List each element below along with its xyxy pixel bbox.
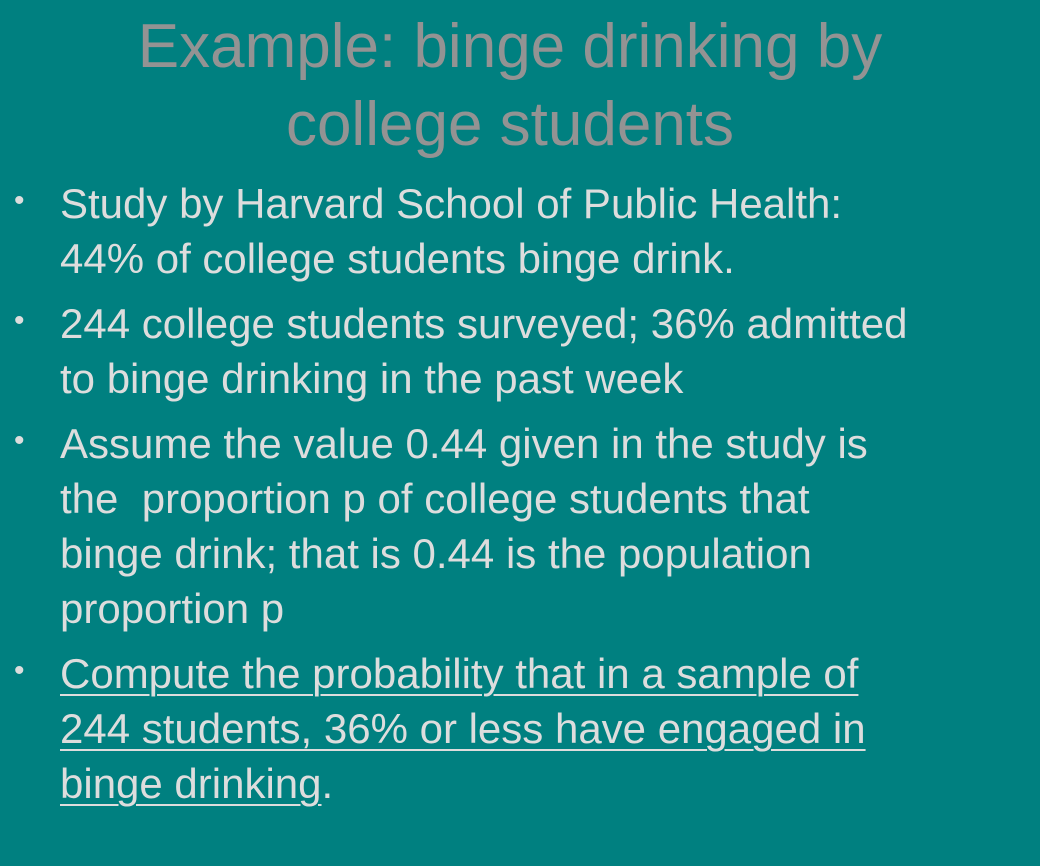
- bullet-line: binge drink; that is 0.44 is the populat…: [60, 530, 812, 577]
- bullet-icon: •: [14, 184, 25, 217]
- bullet-line: Assume the value 0.44 given in the study…: [60, 420, 868, 467]
- bullet-line: 244 students, 36% or less have engaged i…: [60, 701, 1020, 756]
- slide-title: Example: binge drinking by college stude…: [0, 8, 1020, 164]
- hyperlink-text[interactable]: binge drinking: [60, 760, 322, 807]
- bullet-line: proportion p: [60, 585, 285, 632]
- bullet-line: binge drinking.: [60, 756, 1020, 811]
- bullet-line: the proportion p of college students tha…: [60, 475, 810, 522]
- bullet-icon: •: [14, 654, 25, 687]
- bullet-line: Compute the probability that in a sample…: [60, 646, 1020, 701]
- bullet-list: • Study by Harvard School of Public Heal…: [0, 176, 1040, 821]
- hyperlink-text[interactable]: Compute the probability that in a sample…: [60, 650, 859, 697]
- bullet-line: 44% of college students binge drink.: [60, 235, 735, 282]
- title-line-1: Example: binge drinking by: [137, 12, 883, 81]
- bullet-icon: •: [14, 304, 25, 337]
- bullet-item-survey: • 244 college students surveyed; 36% adm…: [0, 296, 1040, 406]
- hyperlink-text[interactable]: 244 students, 36% or less have engaged i…: [60, 705, 866, 752]
- bullet-line: to binge drinking in the past week: [60, 355, 684, 402]
- bullet-item-task: • Compute the probability that in a samp…: [0, 646, 1040, 811]
- bullet-line: 244 college students surveyed; 36% admit…: [60, 300, 908, 347]
- bullet-icon: •: [14, 424, 25, 457]
- bullet-item-study: • Study by Harvard School of Public Heal…: [0, 176, 1040, 286]
- bullet-item-assumption: • Assume the value 0.44 given in the stu…: [0, 416, 1040, 636]
- bullet-line: Study by Harvard School of Public Health…: [60, 180, 843, 227]
- title-line-2: college students: [285, 90, 735, 159]
- trailing-period: .: [321, 760, 334, 807]
